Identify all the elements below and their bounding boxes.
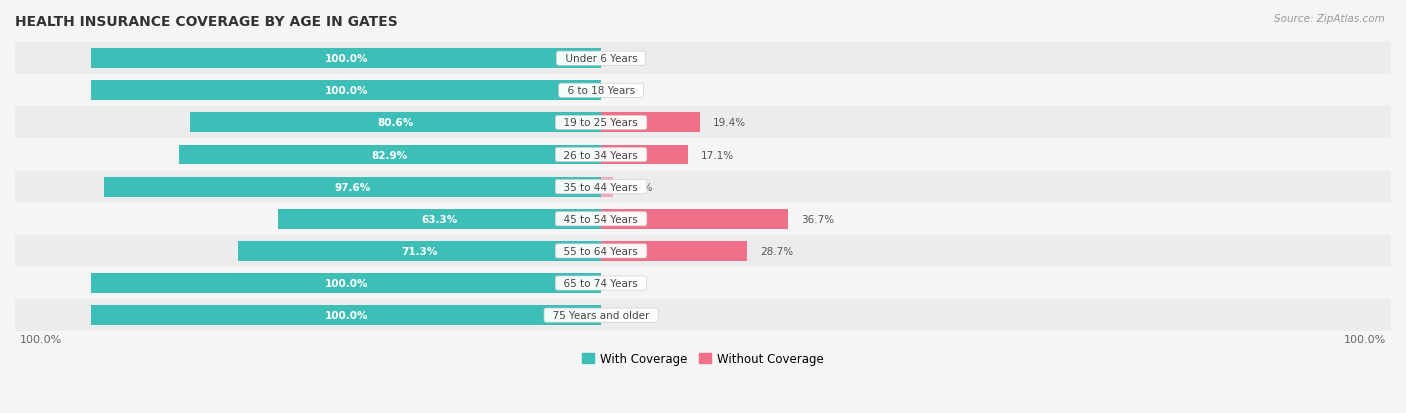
Text: 100.0%: 100.0% <box>325 54 368 64</box>
Text: 0.0%: 0.0% <box>614 278 640 288</box>
Text: 100.0%: 100.0% <box>325 278 368 288</box>
Text: Source: ZipAtlas.com: Source: ZipAtlas.com <box>1274 14 1385 24</box>
Text: 0.0%: 0.0% <box>614 54 640 64</box>
Text: 45 to 54 Years: 45 to 54 Years <box>557 214 645 224</box>
Text: 63.3%: 63.3% <box>422 214 458 224</box>
Bar <box>91 81 602 101</box>
Text: 75 Years and older: 75 Years and older <box>546 311 657 320</box>
Bar <box>15 75 1391 107</box>
Text: Under 6 Years: Under 6 Years <box>558 54 644 64</box>
Bar <box>15 43 1391 75</box>
Bar <box>602 113 700 133</box>
Bar <box>602 145 688 165</box>
Text: 97.6%: 97.6% <box>335 182 371 192</box>
Text: 0.0%: 0.0% <box>614 86 640 96</box>
Text: HEALTH INSURANCE COVERAGE BY AGE IN GATES: HEALTH INSURANCE COVERAGE BY AGE IN GATE… <box>15 15 398 29</box>
Bar <box>278 209 602 229</box>
Bar <box>91 273 602 293</box>
Bar <box>179 145 602 165</box>
Text: 55 to 64 Years: 55 to 64 Years <box>557 246 645 256</box>
Bar <box>602 209 789 229</box>
Bar <box>15 299 1391 331</box>
Bar <box>15 139 1391 171</box>
Bar <box>238 241 602 261</box>
Bar <box>15 203 1391 235</box>
Text: 26 to 34 Years: 26 to 34 Years <box>557 150 645 160</box>
Text: 19 to 25 Years: 19 to 25 Years <box>557 118 645 128</box>
Text: 100.0%: 100.0% <box>325 86 368 96</box>
Text: 17.1%: 17.1% <box>702 150 734 160</box>
Text: 80.6%: 80.6% <box>378 118 413 128</box>
Bar <box>104 177 602 197</box>
Bar <box>15 107 1391 139</box>
Text: 35 to 44 Years: 35 to 44 Years <box>557 182 645 192</box>
Text: 100.0%: 100.0% <box>325 311 368 320</box>
Text: 28.7%: 28.7% <box>761 246 793 256</box>
Text: 65 to 74 Years: 65 to 74 Years <box>557 278 645 288</box>
Bar <box>15 267 1391 299</box>
Text: 36.7%: 36.7% <box>801 214 834 224</box>
Bar <box>91 49 602 69</box>
Legend: With Coverage, Without Coverage: With Coverage, Without Coverage <box>578 348 828 370</box>
Text: 6 to 18 Years: 6 to 18 Years <box>561 86 641 96</box>
Bar <box>602 177 613 197</box>
Bar <box>15 235 1391 267</box>
Text: 71.3%: 71.3% <box>401 246 437 256</box>
Text: 19.4%: 19.4% <box>713 118 745 128</box>
Text: 0.0%: 0.0% <box>614 311 640 320</box>
Text: 2.4%: 2.4% <box>626 182 652 192</box>
Bar <box>190 113 602 133</box>
Bar <box>91 306 602 325</box>
Text: 100.0%: 100.0% <box>20 335 62 344</box>
Bar <box>602 241 748 261</box>
Bar <box>15 171 1391 203</box>
Text: 82.9%: 82.9% <box>371 150 408 160</box>
Text: 100.0%: 100.0% <box>1344 335 1386 344</box>
